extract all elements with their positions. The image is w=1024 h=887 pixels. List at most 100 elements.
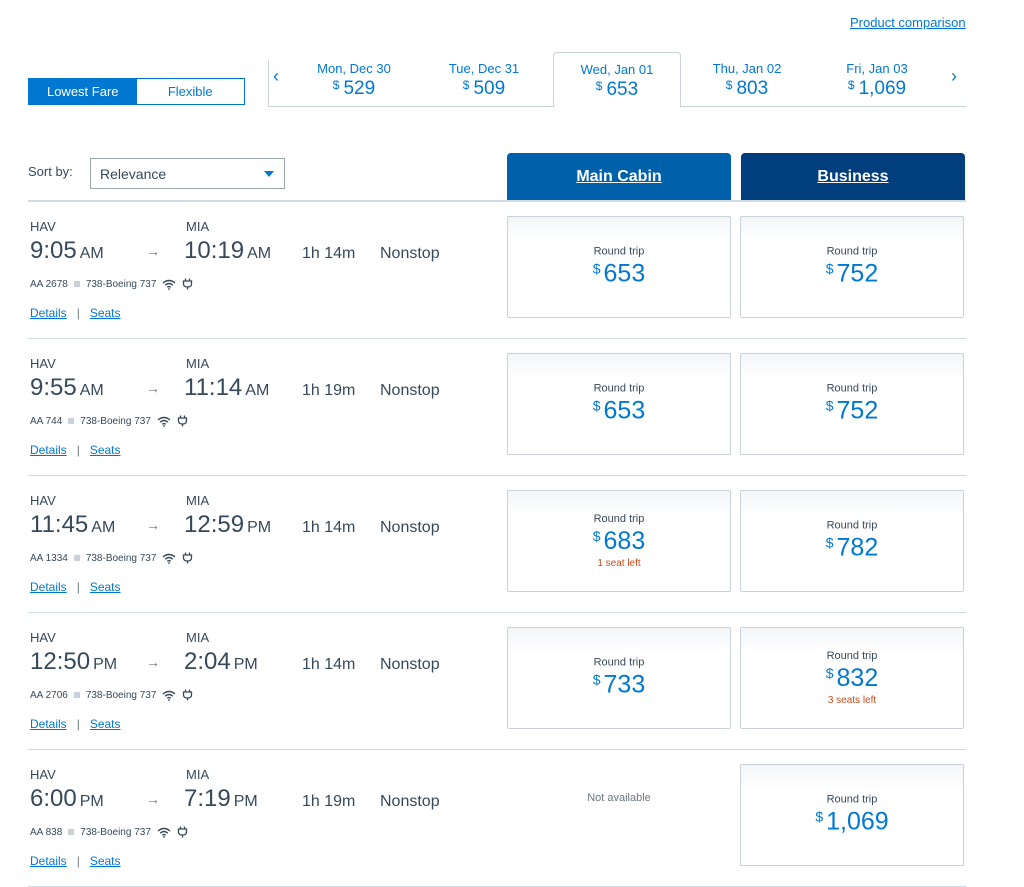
business-fare-button[interactable]: Round trip $752	[740, 216, 964, 318]
date-tab[interactable]: Fri, Jan 03 $1,069	[813, 52, 941, 107]
arrow-right-icon: →	[146, 791, 160, 807]
arrow-right-icon: →	[146, 380, 160, 396]
fare-price-value: 733	[603, 670, 646, 699]
chevron-left-icon[interactable]: ‹	[273, 66, 279, 86]
round-trip-label: Round trip	[826, 245, 878, 258]
arrival-time-value: 7:19	[184, 785, 231, 812]
currency-symbol: $	[815, 808, 824, 825]
power-icon	[177, 415, 188, 427]
date-tab[interactable]: Wed, Jan 01 $653	[553, 52, 681, 108]
aircraft-type: 738-Boeing 737	[80, 826, 151, 838]
caret-down-icon	[264, 171, 274, 177]
power-icon	[182, 278, 193, 290]
main-cabin-fare-button[interactable]: Round trip $653	[507, 216, 731, 318]
main-cabin-fare-button[interactable]: Round trip $733	[507, 627, 731, 729]
departure-time: 6:00 PM	[30, 785, 104, 813]
arrival-ampm: PM	[247, 519, 272, 536]
fare-price-value: 832	[836, 664, 879, 692]
arrival-ampm: AM	[245, 382, 270, 399]
fare-price-value: 683	[603, 527, 646, 555]
date-tab[interactable]: Thu, Jan 02 $803	[683, 52, 811, 107]
seats-link[interactable]: Seats	[89, 306, 121, 320]
main-cabin-fare-button[interactable]: Round trip $683 1 seat left	[507, 490, 731, 592]
fare-price: $733	[508, 671, 730, 700]
flight-duration: 1h 14m	[302, 519, 356, 536]
departure-ampm: PM	[79, 793, 104, 810]
flexible-option[interactable]: Flexible	[136, 79, 244, 104]
product-comparison-link[interactable]: Product comparison	[850, 15, 966, 30]
currency-symbol: $	[592, 671, 601, 688]
departure-time: 9:05 AM	[30, 237, 104, 265]
aircraft-type: 738-Boeing 737	[80, 415, 151, 427]
carousel-divider	[268, 60, 269, 106]
departure-ampm: AM	[79, 245, 104, 262]
arrival-time: 10:19 AM	[184, 237, 271, 265]
arrival-ampm: AM	[247, 245, 272, 262]
fare-price: $752	[741, 260, 963, 289]
flight-info: AA 1334 738-Boeing 737	[30, 552, 193, 564]
business-fare-button[interactable]: Round trip $832 3 seats left	[740, 627, 964, 729]
lowest-fare-option[interactable]: Lowest Fare	[29, 79, 137, 104]
wifi-icon	[157, 827, 171, 838]
fare-price: $832	[741, 664, 963, 693]
separator	[68, 829, 75, 835]
details-link[interactable]: Details	[30, 443, 67, 457]
business-fare-button[interactable]: Round trip $782	[740, 490, 964, 592]
seats-link[interactable]: Seats	[89, 443, 121, 457]
currency-symbol: $	[847, 78, 855, 92]
flight-row: HAV MIA 11:45 AM → 12:59 PM 1h 14m Nonstop AA 133…	[28, 476, 966, 613]
origin-airport: HAV	[30, 219, 56, 234]
seats-link[interactable]: Seats	[89, 580, 121, 594]
departure-time-value: 12:50	[30, 648, 91, 675]
date-label: Mon, Dec 30	[317, 61, 391, 76]
flight-links: Details | Seats	[30, 854, 121, 868]
currency-symbol: $	[825, 397, 834, 414]
departure-time-value: 9:05	[30, 237, 77, 264]
arrival-time-value: 10:19	[184, 237, 245, 264]
link-separator: |	[76, 443, 80, 457]
seats-link[interactable]: Seats	[89, 717, 121, 731]
round-trip-label: Round trip	[593, 513, 645, 525]
date-price-value: 1,069	[858, 78, 907, 99]
main-cabin-fare-button[interactable]: Round trip $653	[507, 353, 731, 455]
flight-links: Details | Seats	[30, 717, 121, 731]
round-trip-label: Round trip	[826, 793, 878, 806]
fare-price-value: 1,069	[826, 807, 889, 836]
departure-time: 9:55 AM	[30, 374, 104, 402]
arrow-right-icon: →	[146, 517, 160, 533]
link-separator: |	[76, 717, 80, 731]
details-link[interactable]: Details	[30, 580, 67, 594]
wifi-icon	[162, 553, 176, 564]
destination-airport: MIA	[186, 767, 210, 782]
details-link[interactable]: Details	[30, 717, 67, 731]
chevron-right-icon[interactable]: ›	[951, 66, 957, 86]
not-available-label: Not available	[587, 792, 651, 804]
round-trip-label: Round trip	[593, 656, 645, 669]
details-link[interactable]: Details	[30, 306, 67, 320]
arrival-ampm: PM	[233, 793, 258, 810]
separator	[68, 418, 75, 424]
separator	[73, 692, 80, 698]
business-header[interactable]: Business	[741, 153, 965, 200]
date-tab[interactable]: Tue, Dec 31 $509	[420, 52, 548, 107]
currency-symbol: $	[825, 534, 834, 551]
sort-dropdown[interactable]: Relevance	[90, 158, 285, 189]
arrival-time-value: 2:04	[184, 648, 231, 675]
fare-price-value: 752	[836, 396, 879, 425]
flight-number: AA 838	[30, 826, 63, 838]
sort-value: Relevance	[100, 165, 167, 182]
details-link[interactable]: Details	[30, 854, 67, 868]
currency-symbol: $	[592, 397, 601, 414]
business-fare-button[interactable]: Round trip $752	[740, 353, 964, 455]
arrival-time-value: 12:59	[184, 511, 245, 538]
main-cabin-header[interactable]: Main Cabin	[507, 153, 731, 200]
flight-row: HAV MIA 9:55 AM → 11:14 AM 1h 19m Nonstop AA 744 7…	[28, 339, 966, 476]
seats-link[interactable]: Seats	[89, 854, 121, 868]
currency-symbol: $	[332, 78, 340, 92]
separator	[73, 555, 80, 561]
departure-time-value: 9:55	[30, 374, 77, 401]
business-fare-button[interactable]: Round trip $1,069	[740, 764, 964, 866]
date-price: $509	[420, 78, 548, 100]
flight-row: HAV MIA 6:00 PM → 7:19 PM 1h 19m Nonstop AA 838 73…	[28, 750, 966, 887]
date-tab[interactable]: Mon, Dec 30 $529	[290, 52, 418, 107]
